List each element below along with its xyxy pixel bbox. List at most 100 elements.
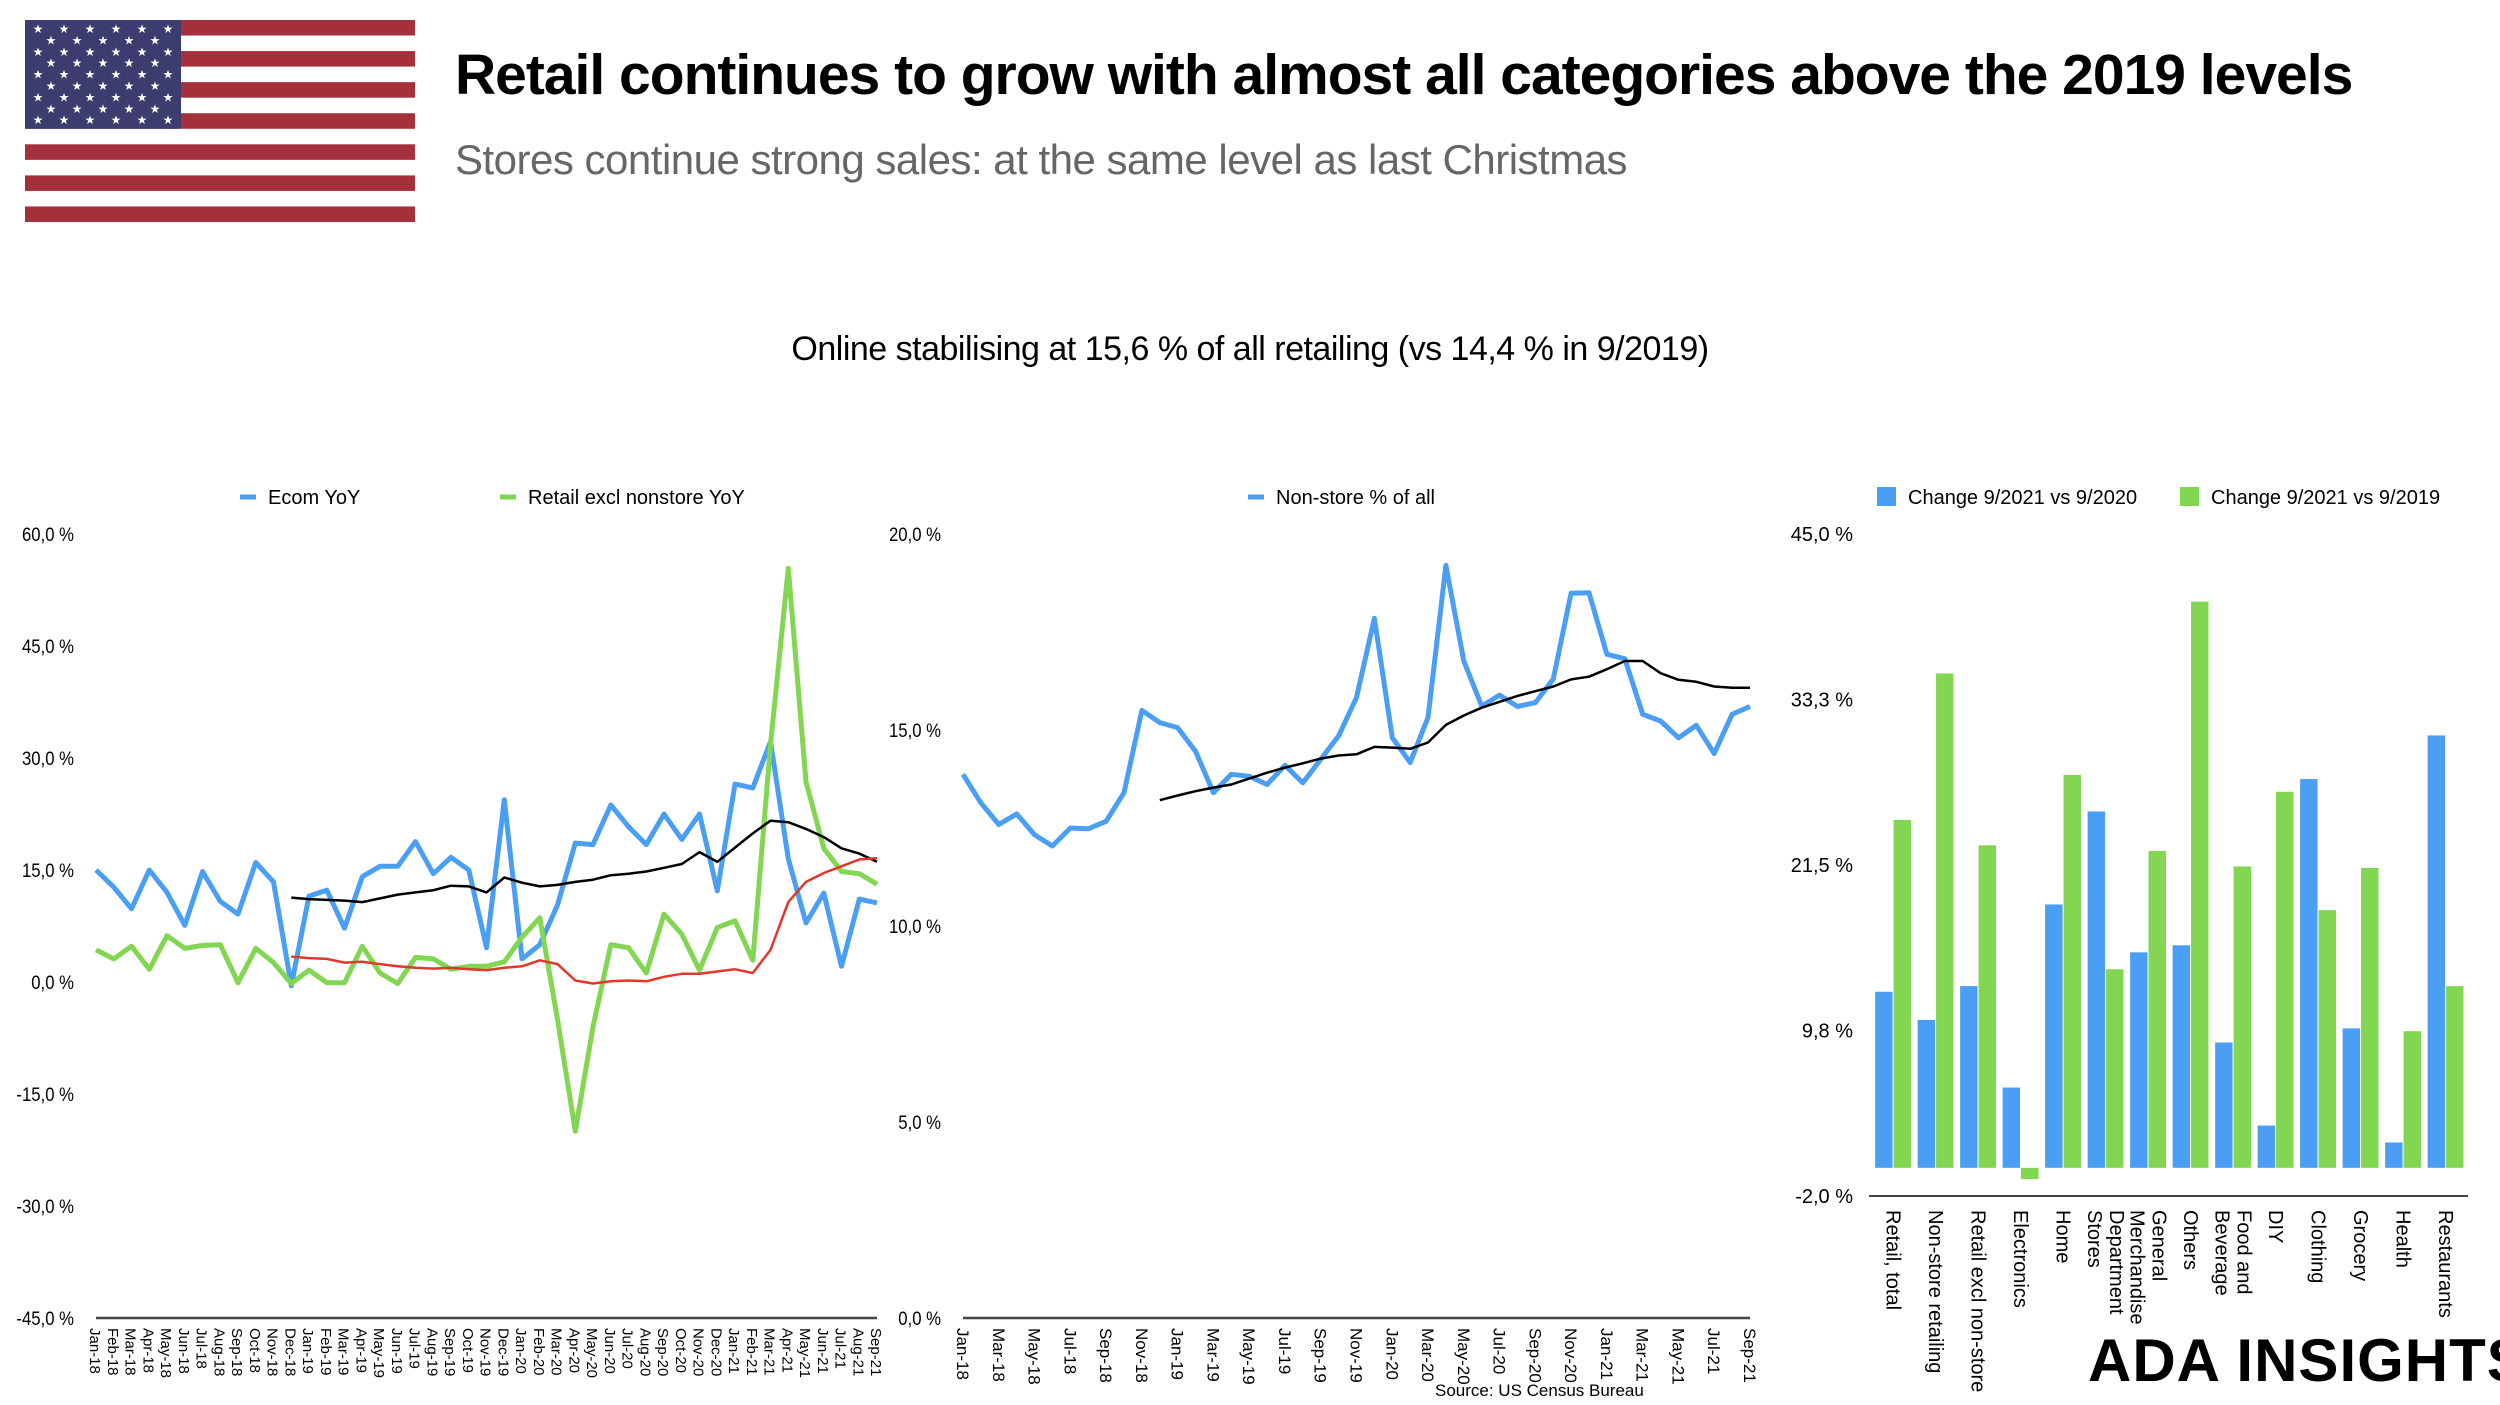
page-title: Retail continues to grow with almost all… <box>455 43 2353 107</box>
flag-star: ★ <box>85 22 96 36</box>
category-label: Clothing <box>2306 1210 2328 1283</box>
category-label: Grocery <box>2349 1210 2371 1281</box>
x-tick-label: Jun-20 <box>601 1328 618 1374</box>
x-tick-label: Sep-20 <box>1525 1328 1544 1383</box>
source-note: Source: US Census Bureau <box>1435 1381 1644 1400</box>
legend-label: Ecom YoY <box>268 487 360 509</box>
bar-vs-2019 <box>2148 850 2166 1168</box>
flag-stripe <box>25 206 415 222</box>
x-tick-label: Mar-19 <box>335 1328 352 1376</box>
bar-vs-2020 <box>1960 986 1978 1168</box>
flag-star: ★ <box>46 56 57 70</box>
flag-star: ★ <box>137 113 148 127</box>
x-tick-label: Jul-21 <box>1704 1328 1723 1374</box>
bar-vs-2020 <box>2215 1042 2233 1168</box>
flag-star: ★ <box>163 45 174 59</box>
x-tick-label: Aug-20 <box>636 1328 653 1376</box>
legend-swatch <box>1877 487 1896 506</box>
bar-vs-2019 <box>2063 774 2081 1168</box>
x-tick-label: Jul-20 <box>1490 1328 1509 1374</box>
y-tick-label: 0,0 % <box>898 1308 941 1329</box>
flag-star: ★ <box>124 56 135 70</box>
x-tick-label: Oct-19 <box>459 1328 476 1373</box>
flag-star: ★ <box>46 102 57 116</box>
flag-star: ★ <box>163 68 174 82</box>
flag-star: ★ <box>163 113 174 127</box>
legend-label: Change 9/2021 vs 9/2020 <box>1908 487 2137 509</box>
flag-star: ★ <box>59 90 70 104</box>
y-tick-label: 45,0 % <box>1791 524 1853 546</box>
flag-star: ★ <box>163 22 174 36</box>
x-tick-label: Dec-20 <box>707 1328 724 1376</box>
page-subtitle: Stores continue strong sales: at the sam… <box>455 136 1628 183</box>
flag-star: ★ <box>85 90 96 104</box>
flag-star: ★ <box>137 45 148 59</box>
bar-vs-2020 <box>2130 952 2148 1168</box>
series-line-non-store-of-all <box>960 562 1751 849</box>
x-tick-label: Jan-18 <box>86 1328 103 1374</box>
line-chart-0: 60,0 % 45,0 % 30,0 % 15,0 % 0,0 % -15,0 % -30,… <box>16 487 884 1378</box>
x-tick-label: Dec-19 <box>494 1328 511 1376</box>
flag-star: ★ <box>111 90 122 104</box>
bar-vs-2020 <box>2385 1142 2403 1168</box>
bar-chart: 45,0 % 33,3 % 21,5 % 9,8 % -2,0 % Retail, tot… <box>1791 487 2468 1392</box>
x-tick-label: Apr-20 <box>565 1328 582 1373</box>
bar-vs-2020 <box>1917 1019 1936 1168</box>
y-tick-label: -30,0 % <box>16 1196 74 1217</box>
flag-star: ★ <box>46 79 57 93</box>
x-tick-label: Jan-21 <box>1597 1328 1616 1380</box>
flag-star: ★ <box>98 33 109 47</box>
x-tick-label: Jun-19 <box>388 1328 405 1374</box>
x-tick-label: Nov-20 <box>690 1328 707 1376</box>
category-label: Retail, total <box>1881 1210 1903 1310</box>
x-tick-label: Jul-19 <box>1275 1328 1294 1374</box>
y-tick-label: 0,0 % <box>31 972 74 993</box>
x-tick-label: Apr-18 <box>139 1328 156 1373</box>
x-tick-label: May-18 <box>1025 1328 1044 1385</box>
x-tick-label: Mar-18 <box>122 1328 139 1376</box>
x-tick-label: May-18 <box>157 1328 174 1378</box>
category-label: Restaurants <box>2434 1210 2456 1318</box>
x-tick-label: Jul-18 <box>193 1328 210 1369</box>
y-tick-label: -45,0 % <box>16 1308 74 1329</box>
trend-line-2 <box>291 819 878 904</box>
bar-vs-2020 <box>1875 991 1893 1168</box>
x-tick-label: Jul-21 <box>832 1328 849 1369</box>
bar-vs-2019 <box>1978 845 1996 1168</box>
x-tick-label: Dec-18 <box>281 1328 298 1376</box>
flag-star: ★ <box>124 79 135 93</box>
y-tick-label: 5,0 % <box>898 1112 941 1133</box>
x-tick-label: Nov-18 <box>264 1328 281 1376</box>
x-tick-label: Feb-18 <box>104 1328 121 1376</box>
bar-vs-2019 <box>2318 910 2336 1168</box>
x-tick-label: Nov-19 <box>477 1328 494 1376</box>
x-tick-label: Jan-20 <box>1382 1328 1401 1380</box>
y-tick-label: -15,0 % <box>16 1084 74 1105</box>
flag-star: ★ <box>150 56 161 70</box>
x-tick-label: Feb-20 <box>530 1328 547 1376</box>
flag-star: ★ <box>98 79 109 93</box>
flag-star: ★ <box>150 79 161 93</box>
bar-vs-2019 <box>2233 866 2251 1168</box>
category-label: Non-store retailing <box>1924 1210 1946 1373</box>
bar-vs-2019 <box>2106 969 2124 1168</box>
category-label: Beverage <box>2210 1210 2232 1296</box>
flag-star: ★ <box>59 22 70 36</box>
category-label: Others <box>2179 1210 2201 1270</box>
flag-star: ★ <box>124 102 135 116</box>
bar-vs-2019 <box>2403 1031 2421 1168</box>
x-tick-label: Apr-19 <box>352 1328 369 1373</box>
bar-vs-2019 <box>2276 791 2294 1168</box>
bar-vs-2019 <box>2021 1167 2039 1180</box>
flag-star: ★ <box>72 79 83 93</box>
line-chart-1: 20,0 % 15,0 % 10,0 % 5,0 % 0,0 % Jan-18 Mar-18… <box>889 487 1759 1385</box>
flag-star: ★ <box>33 45 44 59</box>
x-tick-label: Jan-19 <box>299 1328 316 1374</box>
category-label: Department <box>2105 1210 2127 1315</box>
x-tick-label: Mar-21 <box>761 1328 778 1376</box>
y-tick-label: -2,0 % <box>1795 1186 1853 1208</box>
x-tick-label: Mar-18 <box>989 1328 1008 1382</box>
trend-line-3 <box>291 856 878 985</box>
y-tick-label: 20,0 % <box>889 524 941 545</box>
